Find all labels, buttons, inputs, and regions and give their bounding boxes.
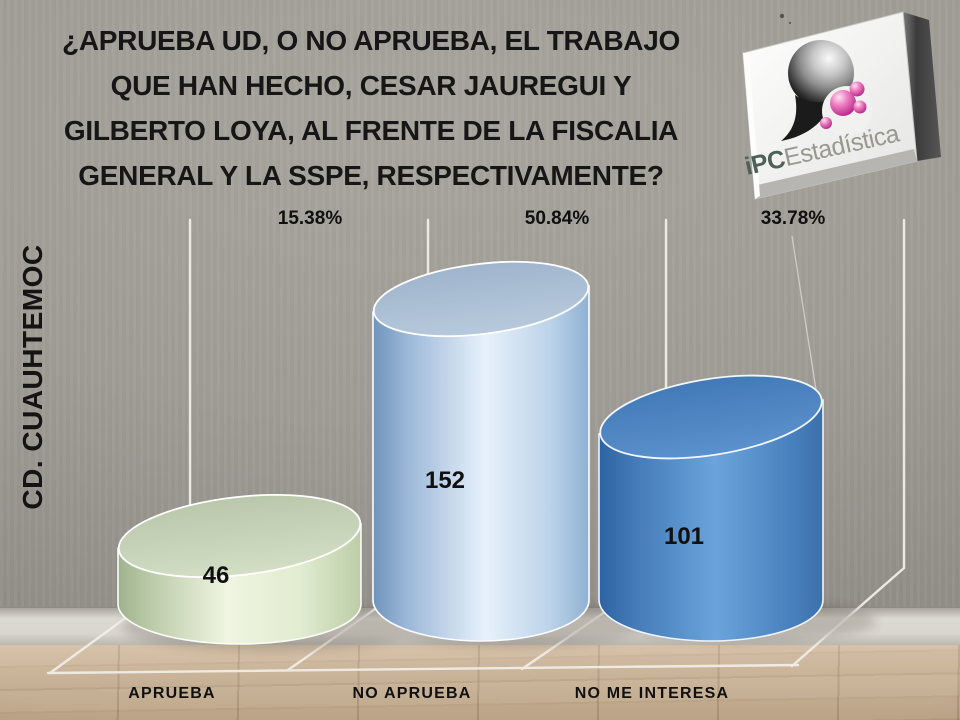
cylinder-no-me-interesa — [598, 374, 824, 642]
value-label-aprueba: 46 — [202, 562, 230, 589]
chart-title: ¿APRUEBA UD, O NO APRUEBA, EL TRABAJO QU… — [18, 18, 724, 198]
card-spine — [903, 12, 941, 161]
ipc-logo-sphere-icon — [781, 40, 872, 141]
percent-label-aprueba: 15.38% — [277, 208, 343, 229]
percent-leader-line — [791, 235, 818, 397]
cylinder-top — [372, 260, 590, 338]
cylinder-top — [599, 374, 823, 460]
title-line: ¿APRUEBA UD, O NO APRUEBA, EL TRABAJO — [62, 25, 680, 56]
category-label-no-me-interesa: NO ME INTERESA — [574, 685, 730, 702]
cylinder-body — [598, 399, 824, 642]
card-left-bevel — [743, 53, 760, 199]
cylinder-top — [117, 493, 362, 579]
dust-speck — [779, 13, 785, 19]
cylinder-no-aprueba — [372, 260, 590, 642]
dust-speck — [788, 21, 792, 25]
category-label-aprueba: APRUEBA — [128, 685, 216, 702]
title-line: GENERAL Y LA SSPE, RESPECTIVAMENTE? — [78, 160, 664, 191]
category-label-no-aprueba: NO APRUEBA — [352, 685, 472, 702]
percent-label-no-aprueba: 50.84% — [524, 208, 590, 229]
cylinder-aprueba — [117, 493, 362, 645]
logo-card: iPCEstadística — [742, 11, 941, 200]
percent-label-no-me-interesa: 33.78% — [760, 208, 826, 229]
card-bottom-bevel — [753, 149, 917, 199]
title-line: QUE HAN HECHO, CESAR JAUREGUI Y — [110, 70, 632, 101]
value-label-no-aprueba: 152 — [424, 467, 466, 494]
location-label: CD. CUAUHTEMOC — [17, 244, 48, 510]
value-label-no-me-interesa: 101 — [663, 523, 705, 550]
title-line: GILBERTO LOYA, AL FRENTE DE LA FISCALIA — [63, 115, 679, 146]
cylinder-body — [372, 285, 590, 642]
floor-front-edge — [46, 663, 800, 675]
